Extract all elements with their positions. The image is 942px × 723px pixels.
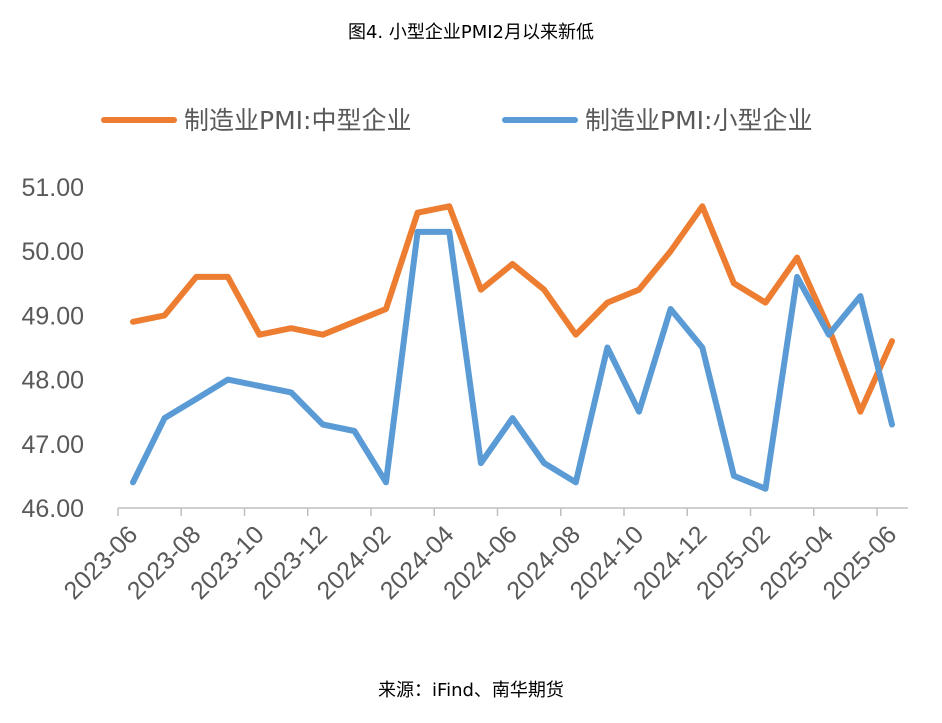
y-tick-label: 49.00 — [21, 302, 84, 330]
legend-label-2: 制造业PMI:小型企业 — [585, 106, 812, 135]
y-axis: 46.00 47.00 48.00 49.00 50.00 51.00 — [21, 174, 84, 523]
source-note: 来源：iFind、南华期货 — [378, 680, 564, 701]
series-layer — [130, 203, 895, 492]
series-line-2 — [130, 228, 895, 492]
y-tick-label: 46.00 — [21, 495, 84, 523]
series-line-1 — [130, 203, 895, 415]
y-tick-label: 48.00 — [21, 367, 84, 395]
legend-label-1: 制造业PMI:中型企业 — [184, 106, 411, 135]
y-tick-label: 51.00 — [21, 174, 84, 202]
y-tick-label: 47.00 — [21, 431, 84, 459]
y-tick-label: 50.00 — [21, 238, 84, 266]
figure-title: 图4. 小型企业PMI2月以来新低 — [347, 22, 595, 43]
chart-legend: 制造业PMI:中型企业 制造业PMI:小型企业 — [101, 106, 812, 135]
x-axis: 2023-062023-082023-102023-122024-022024-… — [59, 507, 908, 605]
